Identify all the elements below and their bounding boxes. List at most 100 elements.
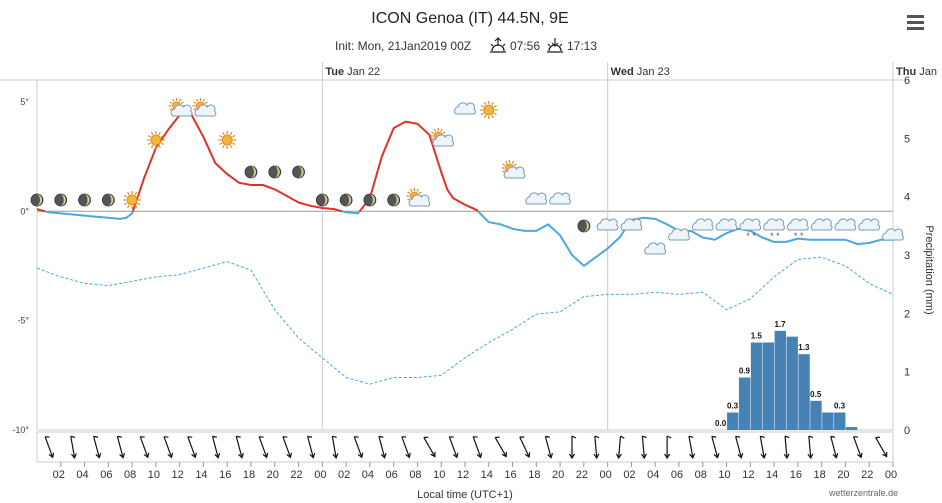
x-tick-label: 16 bbox=[504, 469, 516, 481]
wind-barb-icon bbox=[282, 436, 292, 459]
x-tick-label: 18 bbox=[528, 469, 540, 481]
x-tick-label: 02 bbox=[623, 469, 635, 481]
moon-icon bbox=[54, 193, 68, 207]
sunrise-time: 07:56 bbox=[510, 39, 540, 53]
wind-barb-icon bbox=[735, 435, 744, 459]
cloud-icon bbox=[454, 102, 476, 115]
wind-barb-icon bbox=[423, 436, 436, 458]
cloud-icon bbox=[834, 218, 857, 231]
cloud-icon bbox=[691, 218, 714, 231]
x-tick-label: 20 bbox=[837, 469, 849, 481]
x-tick-label: 18 bbox=[243, 469, 255, 481]
x-tick-label: 18 bbox=[814, 469, 826, 481]
wind-barb-icon bbox=[258, 436, 269, 459]
x-tick-label: 08 bbox=[409, 469, 421, 481]
sun-icon bbox=[146, 131, 165, 149]
cloud-icon bbox=[620, 218, 643, 231]
x-tick-label: 16 bbox=[790, 469, 802, 481]
wind-barb-icon bbox=[875, 436, 888, 458]
init-label: Init: Mon, 21Jan2019 00Z bbox=[335, 39, 471, 53]
precip-value-label: 1.7 bbox=[774, 320, 786, 329]
temp-tick-label: 5° bbox=[20, 97, 29, 107]
precip-tick-label: 5 bbox=[904, 133, 910, 145]
x-tick-label: 14 bbox=[481, 469, 493, 481]
cloud-icon bbox=[549, 192, 571, 205]
x-tick-label: 10 bbox=[148, 469, 160, 481]
precip-bar bbox=[738, 377, 751, 430]
x-axis-label: Local time (UTC+1) bbox=[417, 489, 513, 501]
moon-icon bbox=[30, 193, 44, 207]
svg-text:*: * bbox=[776, 231, 780, 241]
x-tick-label: 00 bbox=[314, 469, 326, 481]
wind-barb-icon bbox=[235, 435, 244, 459]
wind-barb-icon bbox=[544, 435, 554, 459]
snow-cloud-icon: * * bbox=[787, 218, 809, 241]
right-axis-ticks: 6 5 4 3 2 1 0 bbox=[904, 75, 910, 437]
svg-text:*: * bbox=[752, 231, 756, 241]
precip-bar bbox=[774, 330, 786, 430]
moon-icon bbox=[363, 193, 377, 207]
temperature-line bbox=[36, 208, 46, 213]
precip-tick-label: 0 bbox=[904, 425, 910, 437]
day-label: Thu Jan bbox=[896, 66, 937, 78]
sun-icon bbox=[218, 131, 237, 149]
x-tick-label: 22 bbox=[861, 469, 873, 481]
x-tick-label: 00 bbox=[600, 469, 612, 481]
wind-barb-icon bbox=[568, 435, 577, 460]
moon-icon bbox=[78, 193, 91, 207]
chart-title: ICON Genoa (IT) 44.5N, 9E bbox=[371, 10, 568, 27]
wind-barb-icon bbox=[93, 435, 102, 459]
day-label: Tue Jan 22 bbox=[325, 66, 380, 78]
x-tick-label: 08 bbox=[695, 469, 707, 481]
precip-value-label: 0.3 bbox=[834, 402, 846, 411]
credit-text[interactable]: wetterzentrale.de bbox=[828, 488, 898, 498]
sunset-icon bbox=[547, 38, 563, 53]
wind-barb-icon bbox=[593, 435, 600, 460]
temperature-line bbox=[131, 114, 343, 213]
x-tick-label: 12 bbox=[457, 469, 469, 481]
wind-barb-icon bbox=[759, 435, 767, 459]
wind-barb-icon bbox=[44, 436, 55, 459]
x-tick-label: 20 bbox=[267, 469, 279, 481]
wind-barb-icon bbox=[783, 435, 790, 460]
init-line: Init: Mon, 21Jan2019 00Z 07:56 17:13 bbox=[335, 37, 597, 53]
wind-barb-icon bbox=[711, 435, 720, 459]
precip-bar bbox=[810, 400, 822, 430]
wind-barb-icon bbox=[519, 436, 531, 458]
sun-cloud-icon bbox=[406, 188, 431, 207]
x-tick-label: 22 bbox=[576, 469, 588, 481]
sun-cloud-icon bbox=[430, 128, 455, 147]
wind-barb-icon bbox=[163, 436, 174, 459]
precipitation-bars: 0.00.30.91.51.71.30.50.3 bbox=[715, 320, 858, 430]
temp-tick-label: 0° bbox=[20, 206, 29, 216]
precip-value-label: 0.9 bbox=[739, 367, 751, 376]
wind-barb-icon bbox=[664, 435, 672, 460]
temperature-line bbox=[358, 120, 479, 213]
precip-bar bbox=[845, 427, 858, 430]
wind-barb-icon bbox=[116, 435, 126, 459]
x-tick-label: 12 bbox=[742, 469, 754, 481]
wind-barb-icon bbox=[378, 435, 387, 459]
x-tick-label: 00 bbox=[885, 469, 897, 481]
cloud-icon bbox=[644, 242, 667, 255]
x-tick-label: 06 bbox=[386, 469, 398, 481]
precip-value-label: 1.5 bbox=[751, 332, 763, 341]
precip-bar bbox=[786, 336, 798, 430]
wind-barb-icon bbox=[494, 436, 507, 458]
hamburger-menu-icon[interactable] bbox=[904, 12, 930, 34]
wind-barb-icon bbox=[70, 435, 77, 459]
temperature-series bbox=[36, 114, 893, 267]
precip-bar bbox=[762, 342, 775, 430]
precip-value-label: 0.3 bbox=[727, 402, 739, 411]
x-tick-label: 16 bbox=[219, 469, 231, 481]
wind-barb-icon bbox=[211, 435, 221, 459]
cloud-icon bbox=[858, 218, 881, 231]
weather-symbols: * * * * * * bbox=[30, 98, 904, 255]
wind-barb-icon bbox=[331, 435, 339, 459]
left-axis-ticks: 5° 0° -5° -10° bbox=[12, 97, 29, 435]
x-tick-label: 06 bbox=[100, 469, 112, 481]
x-axis-ticks: 02 04 06 08 10 12 14 16 18 20 22 00 02 04 06 08 10 12 14 16… bbox=[53, 462, 897, 481]
precip-bar bbox=[750, 342, 763, 430]
temp-tick-label: -5° bbox=[17, 316, 29, 326]
